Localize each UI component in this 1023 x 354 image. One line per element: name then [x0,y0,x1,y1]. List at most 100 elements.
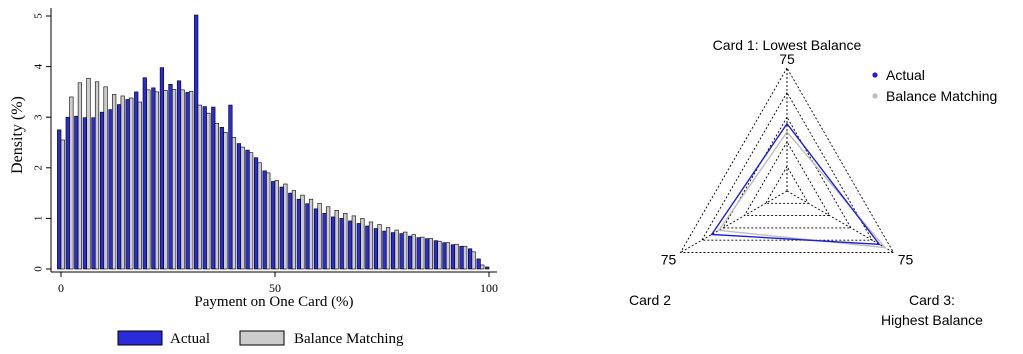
radar-ring [679,67,895,253]
bar-balance-matching [377,224,382,270]
bar-balance-matching [249,152,254,270]
bar-actual [416,237,421,270]
x-tick-label: 100 [480,281,498,295]
bar-balance-matching [60,139,65,270]
bar-actual [262,170,267,270]
bar-actual [450,244,456,270]
legend-swatch-actual [117,330,163,346]
bar-balance-matching [120,95,125,270]
bar-balance-matching [266,172,271,270]
bar-actual [194,14,199,270]
bar-balance-matching [171,89,177,270]
bar-balance-matching [445,242,451,270]
radar-series-balance-matching [717,130,887,249]
bar-balance-matching [291,190,297,270]
x-axis-label: Payment on One Card (%) [194,294,353,310]
bar-actual [313,208,319,270]
bar-actual [159,67,165,270]
bar-actual [253,157,259,270]
bar-actual [99,111,105,270]
radar-ring [743,140,831,217]
legend-label-balance-matching: Balance Matching [886,88,997,104]
bar-balance-matching [351,215,356,270]
x-tick-label: 0 [58,281,64,295]
bar-balance-matching [231,137,237,270]
legend-marker-actual [872,72,878,78]
y-tick-label: 2 [33,165,45,171]
bar-actual [279,186,284,270]
bar-actual [176,80,182,270]
bar-actual [82,117,87,270]
bar-balance-matching [77,82,83,270]
y-tick-label: 1 [33,216,45,222]
y-axis-ticks: 0 1 2 3 4 5 [33,13,51,272]
bar-actual [339,218,344,270]
bar-balance-matching [154,91,160,270]
bar-actual [305,203,310,270]
bar-balance-matching [368,221,374,270]
y-axis-label: Density (%) [9,96,26,174]
bar-actual [142,77,147,270]
legend-swatch-balance-matching [239,330,285,346]
bar-balance-matching [343,213,348,270]
bar-balance-matching [129,97,134,270]
bar-balance-matching [454,243,459,270]
bar-actual [442,242,447,270]
bar-balance-matching [385,227,391,270]
bar-balance-matching [283,183,288,270]
bar-actual [236,143,242,270]
bar-actual [271,181,276,270]
bar-actual [288,192,293,270]
bar-balance-matching [257,162,262,270]
radar-axis-label-card-3-line-1: Card 3: [909,292,955,308]
bar-actual [331,216,336,270]
radar-ring-label: 75 [898,252,914,268]
bar-actual [433,240,438,270]
bar-balance-matching [317,202,322,270]
bar-actual [322,213,327,270]
bar-actual [211,106,216,270]
bar-actual [108,109,113,270]
radar-series [710,122,887,249]
legend-marker-balance-matching [872,93,878,99]
x-axis-ticks: 0 50 100 [58,272,498,295]
bar-balance-matching [180,89,185,270]
bar-actual [476,258,481,270]
y-tick-label: 0 [33,266,45,272]
bar-actual [245,149,250,270]
radar-ring [764,165,810,204]
bar-balance-matching [146,89,151,270]
bar-actual [57,129,62,270]
bar-actual [365,225,370,270]
bar-actual [219,127,224,270]
radar-axis-label-card-1: Card 1: Lowest Balance [713,37,862,53]
bar-actual [390,232,396,270]
bar-balance-matching [69,96,74,270]
bar-actual [65,116,70,270]
bar-balance-matching [403,231,408,270]
bar-balance-matching [112,94,117,270]
bar-actual [485,266,490,270]
bar-actual [382,230,387,270]
radar-ring [701,91,873,241]
bar-balance-matching [137,101,142,270]
bar-balance-matching [360,218,365,270]
bar-balance-matching [163,90,168,270]
bar-actual [91,117,96,270]
bar-actual [74,115,79,270]
bar-balance-matching [334,210,339,270]
bar-actual [373,228,379,270]
radar-legend: Actual Balance Matching [872,67,997,104]
bar-chart-legend: Actual Balance Matching [117,330,404,347]
radar-axis-label-card-2: Card 2 [629,292,671,308]
bar-balance-matching [471,251,476,270]
bar-actual [117,104,122,270]
bar-actual [399,233,404,270]
radar-spoke [680,190,788,253]
radar-grid: 75 75 75 [661,51,914,268]
radar-axis-label-card-3-line-2: Highest Balance [881,312,983,328]
bars [57,14,490,270]
bar-balance-matching [394,229,399,270]
y-tick-label: 5 [33,13,45,19]
